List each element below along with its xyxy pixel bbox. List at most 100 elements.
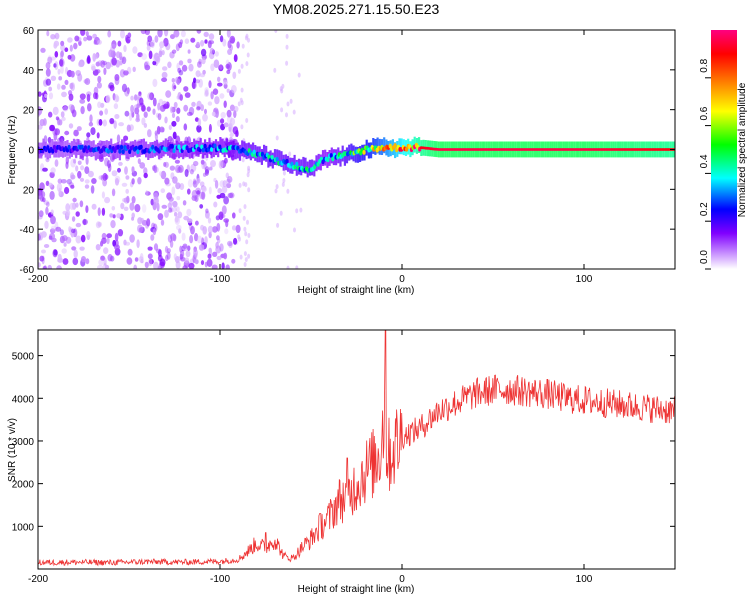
noise-cell <box>177 67 182 73</box>
noise-cell <box>111 57 117 66</box>
x-tick-label: -100 <box>210 574 230 585</box>
noise-cell <box>98 259 104 266</box>
signal-cell <box>329 153 333 158</box>
noise-cell <box>285 44 289 50</box>
noise-cell <box>68 104 75 111</box>
noise-cell <box>285 112 288 118</box>
noise-cell <box>125 188 129 194</box>
noise-cell <box>187 179 193 188</box>
noise-cell <box>158 50 163 58</box>
y-tick-label: 1000 <box>12 522 35 533</box>
noise-cell <box>114 244 120 251</box>
noise-cell <box>155 55 160 63</box>
noise-cell <box>101 232 107 240</box>
noise-cell <box>243 204 247 210</box>
colorbar-tick-label: 0.0 <box>699 250 710 264</box>
noise-cell <box>47 55 52 63</box>
signal-halo-cell <box>304 157 307 174</box>
signal-halo-cell <box>221 138 224 155</box>
noise-cell <box>172 200 178 208</box>
noise-cell <box>104 108 108 115</box>
noise-cell <box>139 162 146 169</box>
noise-cell <box>246 219 249 225</box>
noise-cell <box>202 69 206 75</box>
signal-cell <box>108 145 112 150</box>
noise-cell <box>123 197 130 204</box>
noise-cell <box>126 257 133 265</box>
noise-cell <box>154 132 158 141</box>
noise-cell <box>227 176 233 183</box>
noise-cell <box>280 107 284 113</box>
noise-cell <box>204 166 210 174</box>
noise-cell <box>193 77 197 84</box>
noise-cell <box>85 205 89 214</box>
signal-halo-cell <box>302 156 305 173</box>
signal-cell <box>203 143 207 149</box>
noise-cell <box>99 110 104 116</box>
noise-cell <box>49 124 55 132</box>
noise-cell <box>222 180 227 188</box>
noise-cell <box>214 180 219 189</box>
noise-cell <box>95 244 101 251</box>
spectrogram-panel: -200 -100 0 100 60 40 20 0 20 -40 -60 Height of st… <box>7 26 676 296</box>
signal-cell <box>252 149 256 155</box>
noise-cell <box>199 181 205 187</box>
noise-cell <box>90 185 95 194</box>
noise-cell <box>71 246 76 251</box>
noise-cell <box>91 65 96 72</box>
noise-cell <box>103 247 109 255</box>
noise-cell <box>157 213 164 221</box>
noise-cell <box>152 78 158 88</box>
noise-cell <box>41 191 46 198</box>
noise-cell <box>75 165 79 172</box>
noise-cell <box>47 56 53 64</box>
noise-cell <box>64 79 69 85</box>
noise-cell <box>144 261 149 269</box>
noise-cell <box>102 263 108 269</box>
noise-cell <box>46 30 50 37</box>
noise-cell <box>292 109 296 115</box>
noise-cell <box>157 265 161 269</box>
noise-cell <box>153 196 159 206</box>
noise-cell <box>221 262 225 269</box>
noise-cell <box>229 192 235 199</box>
signal-halo-cell <box>280 151 283 168</box>
noise-cell <box>48 111 53 118</box>
noise-cell <box>58 76 63 81</box>
noise-cell <box>176 107 181 114</box>
noise-cell <box>51 237 57 243</box>
noise-cell <box>134 204 141 213</box>
noise-cell <box>184 169 189 177</box>
noise-cell <box>143 111 148 118</box>
noise-cell <box>243 262 247 267</box>
noise-cell <box>63 242 67 247</box>
signal-cell <box>177 144 181 150</box>
noise-cell <box>61 116 66 122</box>
noise-cell <box>150 234 155 241</box>
noise-cell <box>86 56 91 65</box>
noise-cell <box>132 66 136 73</box>
colorbar-ticks: 0.0 0.2 0.4 0.6 0.8 <box>699 58 711 270</box>
noise-cell <box>239 254 243 260</box>
noise-cell <box>42 266 47 269</box>
signal-halo-cell <box>267 151 270 168</box>
noise-cell <box>114 114 120 119</box>
noise-cell <box>82 219 88 225</box>
noise-cell <box>138 256 144 262</box>
noise-cell <box>134 257 139 262</box>
noise-cell <box>190 37 196 43</box>
noise-cell <box>126 124 131 132</box>
signal-cell <box>326 157 330 163</box>
noise-cell <box>110 220 116 229</box>
noise-cell <box>43 118 47 126</box>
noise-cell <box>174 159 180 164</box>
noise-cell <box>53 249 58 256</box>
noise-cell <box>87 103 92 112</box>
noise-cell <box>223 218 230 223</box>
noise-cell <box>163 103 169 109</box>
noise-cell <box>123 44 127 53</box>
noise-cell <box>219 93 225 99</box>
noise-cell <box>210 91 214 100</box>
noise-cell <box>191 81 197 90</box>
